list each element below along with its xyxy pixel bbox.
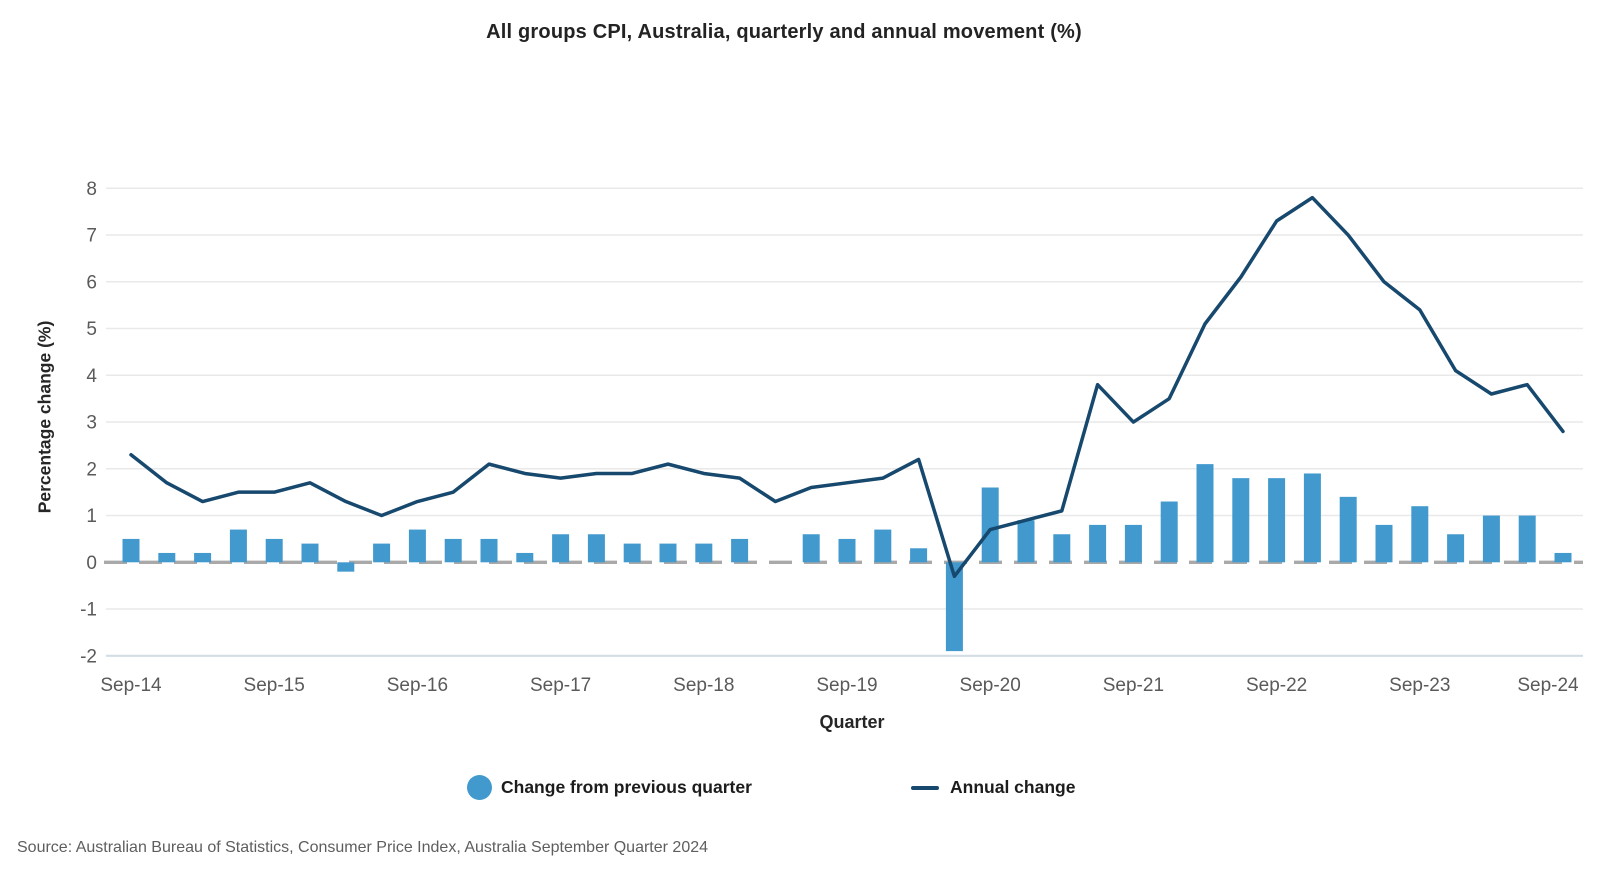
quarterly-change-bar <box>444 538 462 563</box>
quarterly-change-bar <box>1554 552 1572 563</box>
x-tick-label: Sep-24 <box>1517 675 1579 696</box>
legend-item-quarterly: Change from previous quarter <box>467 774 752 801</box>
legend-annual-label: Annual change <box>950 777 1076 797</box>
x-tick-label: Sep-17 <box>530 675 591 696</box>
legend-circle-swatch-icon <box>467 775 492 800</box>
quarterly-change-bar <box>587 534 605 563</box>
x-tick-label: Sep-22 <box>1246 675 1307 696</box>
quarterly-change-bar <box>194 552 212 563</box>
y-tick-label: -2 <box>80 646 97 667</box>
quarterly-change-bar <box>301 543 319 563</box>
quarterly-change-bar <box>516 552 534 563</box>
y-tick-label: 7 <box>86 226 97 247</box>
quarterly-change-bar <box>1196 464 1214 563</box>
quarterly-change-bar <box>552 534 570 563</box>
quarterly-change-bar <box>802 534 820 563</box>
x-tick-label: Sep-20 <box>960 675 1021 696</box>
quarterly-change-bar <box>1482 515 1500 563</box>
quarterly-change-bar <box>945 562 963 652</box>
legend-item-annual: Annual change <box>911 774 1075 801</box>
quarterly-change-bar <box>1268 478 1286 563</box>
y-tick-label: 6 <box>86 272 97 293</box>
y-tick-label: 5 <box>86 319 97 340</box>
legend-quarterly-label: Change from previous quarter <box>501 777 752 797</box>
quarterly-change-bar <box>874 529 892 563</box>
quarterly-change-bar <box>659 543 677 563</box>
quarterly-change-bar <box>623 543 641 563</box>
quarterly-change-bar <box>337 562 355 572</box>
annual-change-line <box>129 195 1565 579</box>
quarterly-change-bar <box>695 543 713 563</box>
quarterly-change-bar <box>1232 478 1250 563</box>
quarterly-change-bar <box>1411 506 1429 563</box>
quarterly-change-bar <box>1160 501 1178 563</box>
quarterly-change-bar <box>1518 515 1536 563</box>
quarterly-change-bar <box>265 538 283 563</box>
quarterly-change-bar <box>731 538 749 563</box>
quarterly-change-bar <box>158 552 176 563</box>
y-tick-label: 3 <box>86 413 97 434</box>
x-tick-label: Sep-23 <box>1389 675 1450 696</box>
y-tick-label: 8 <box>86 179 97 200</box>
y-tick-label: 4 <box>86 366 97 387</box>
y-tick-label: -1 <box>80 600 97 621</box>
y-tick-label: 0 <box>86 553 97 574</box>
quarterly-change-bar <box>229 529 247 563</box>
quarterly-change-bar <box>1303 473 1321 563</box>
x-tick-label: Sep-14 <box>100 675 162 696</box>
chart-title: All groups CPI, Australia, quarterly and… <box>486 21 1082 43</box>
quarterly-change-bar <box>1053 534 1071 563</box>
x-tick-label: Sep-21 <box>1103 675 1164 696</box>
quarterly-change-bar <box>1017 520 1035 563</box>
source-note: Source: Australian Bureau of Statistics,… <box>17 839 709 856</box>
quarterly-change-bar <box>408 529 426 563</box>
quarterly-change-bar <box>1339 496 1357 563</box>
x-tick-label: Sep-19 <box>816 675 877 696</box>
x-axis-title: Quarter <box>819 712 885 732</box>
quarterly-change-bar <box>1089 524 1107 563</box>
quarterly-change-bar <box>373 543 391 563</box>
quarterly-change-bar <box>480 538 498 563</box>
x-tick-label: Sep-18 <box>673 675 734 696</box>
quarterly-change-bar <box>1124 524 1142 563</box>
quarterly-change-bar <box>838 538 856 563</box>
quarterly-change-bar <box>1447 534 1465 563</box>
y-tick-label: 1 <box>86 506 97 527</box>
quarterly-change-bar <box>1375 524 1393 563</box>
y-tick-label: 2 <box>86 459 97 480</box>
quarterly-change-bar <box>981 487 999 563</box>
legend-line-swatch-icon <box>911 785 939 790</box>
x-tick-label: Sep-16 <box>387 675 448 696</box>
quarterly-change-bar <box>910 548 928 563</box>
y-axis-title: Percentage change (%) <box>34 320 55 514</box>
quarterly-change-bar <box>122 538 140 563</box>
x-tick-label: Sep-15 <box>244 675 305 696</box>
